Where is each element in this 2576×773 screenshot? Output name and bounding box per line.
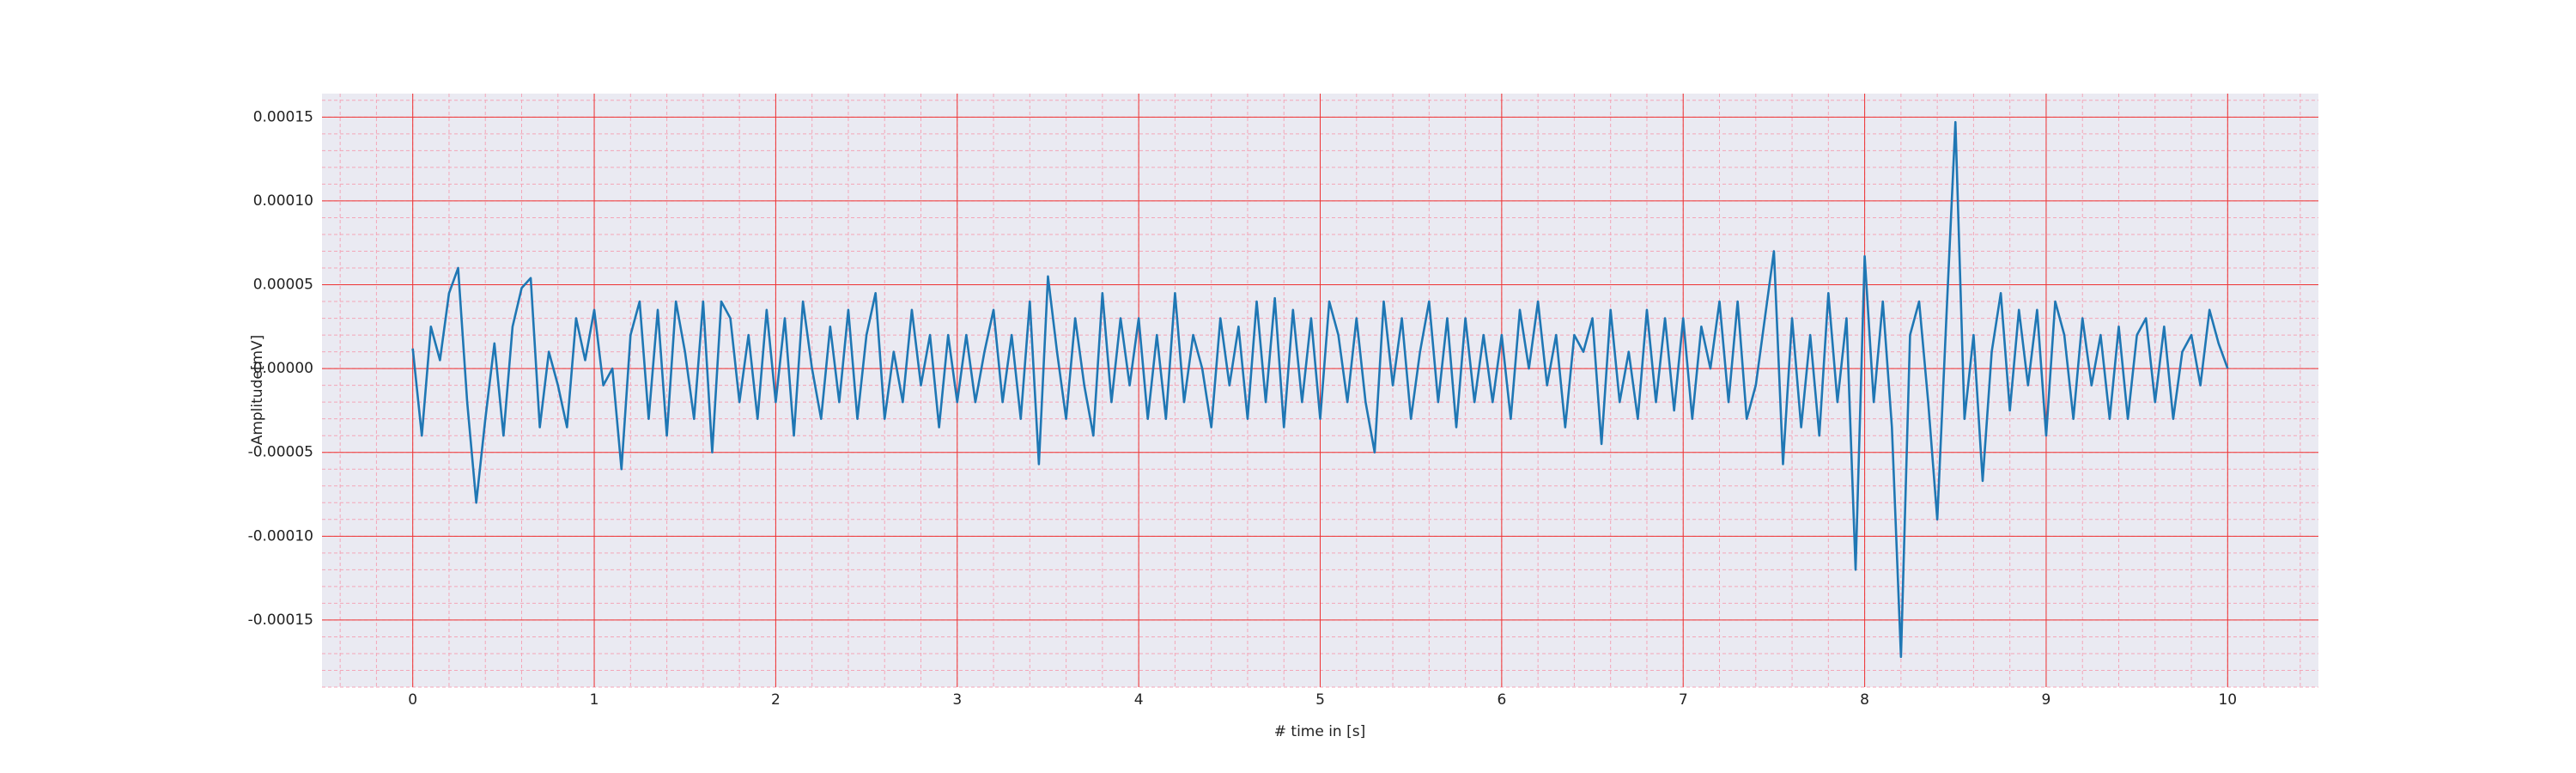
- x-tick-label: 6: [1497, 691, 1506, 709]
- y-tick-label: 0.00010: [253, 192, 313, 210]
- x-tick-label: 3: [952, 691, 962, 709]
- y-tick-label: -0.00015: [248, 612, 313, 629]
- y-axis-label: Amplitude[mV]: [249, 335, 266, 446]
- x-tick-label: 5: [1315, 691, 1325, 709]
- x-tick-label: 10: [2218, 691, 2237, 709]
- y-tick-label: -0.00010: [248, 527, 313, 545]
- x-tick-label: 4: [1134, 691, 1144, 709]
- y-tick-label: 0.00000: [253, 360, 313, 377]
- y-tick-label: 0.00015: [253, 108, 313, 125]
- y-tick-label: 0.00005: [253, 277, 313, 294]
- x-tick-label: 0: [408, 691, 417, 709]
- x-tick-label: 8: [1860, 691, 1869, 709]
- signal-line: [411, 120, 2229, 659]
- x-tick-label: 1: [590, 691, 599, 709]
- x-tick-label: 9: [2042, 691, 2051, 709]
- x-tick-label: 2: [771, 691, 781, 709]
- x-axis-label: # time in [s]: [1274, 723, 1365, 740]
- grid: [322, 94, 2318, 688]
- x-tick-label: 7: [1679, 691, 1688, 709]
- y-tick-label: -0.00005: [248, 444, 313, 461]
